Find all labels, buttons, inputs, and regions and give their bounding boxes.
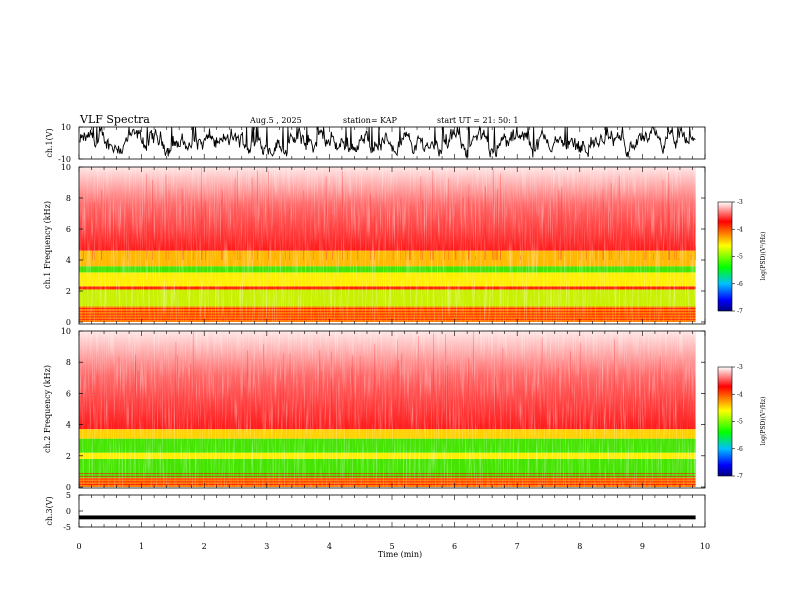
ch1-spectrogram-ytick-label: 2 [66, 287, 71, 296]
date-label: Aug.5 , 2025 [249, 116, 302, 125]
colorbar-tick-label: -3 [737, 199, 743, 206]
time-axis-label: Time (min) [378, 550, 422, 559]
ch1-spectrogram-ytick-label: 10 [61, 163, 71, 172]
start-time-label: start UT = 21: 50: 1 [437, 116, 518, 125]
time-axis-tick-label: 2 [202, 542, 207, 551]
time-axis-tick-label: 10 [700, 542, 710, 551]
colorbar-tick-label: -4 [737, 391, 743, 398]
colorbar-tick-label: -6 [737, 281, 743, 288]
ch1-waveform-yticks: 10 -10 [58, 123, 83, 164]
ch2-spectrogram-ytick-label: 0 [66, 483, 71, 492]
time-axis-tick-labels: 0 1 2 3 4 5 6 7 8 9 10 [76, 542, 710, 551]
ch2-spectrogram-ytick-label: 8 [66, 358, 71, 367]
ch1-spectrogram-image [79, 167, 696, 322]
colorbar-tick-label: -4 [737, 226, 743, 233]
time-axis-tick-label: 1 [139, 542, 144, 551]
ch3-waveform-ytick-label: -5 [63, 523, 71, 532]
ch1-spectrogram-ytick-label: 4 [66, 256, 71, 265]
ch1-waveform-series [79, 125, 696, 158]
spectrogram-noise [79, 167, 696, 322]
ch1-waveform-ytick-label: 10 [61, 123, 71, 132]
time-axis-tick-label: 0 [76, 542, 81, 551]
ch3-waveform-ytick-label: 5 [66, 491, 71, 500]
colorbar-2: -3 -4 -5 -6 -7 log(PSD)(V²/Hz) [717, 364, 767, 480]
ch3-waveform-series [79, 515, 696, 520]
station-label: station= KAP [343, 116, 398, 125]
ch1-waveform-ytick-label: -10 [58, 155, 71, 164]
ch1-waveform-ylabel: ch.1(V) [45, 128, 54, 157]
colorbar-2-label: log(PSD)(V²/Hz) [760, 397, 767, 446]
ch3-waveform-panel: 5 0 -5 ch.3(V) [45, 491, 706, 532]
ch1-spectrogram-yticks: 0 2 4 6 8 10 [61, 163, 705, 327]
time-axis-tick-label: 7 [515, 542, 520, 551]
colorbar-1-ticks: -3 -4 -5 -6 -7 [732, 199, 743, 315]
ch1-spectrogram-ytick-label: 0 [66, 318, 71, 327]
spectrogram-noise [79, 331, 696, 487]
time-axis-tick-label: 6 [452, 542, 457, 551]
colorbar-2-scale [717, 366, 733, 477]
ch2-spectrogram-yticks: 0 2 4 6 8 10 [61, 327, 705, 492]
colorbar-2-ticks: -3 -4 -5 -6 -7 [732, 364, 743, 480]
ch1-waveform-panel: 10 -10 ch.1(V) [45, 123, 706, 164]
colorbar-tick-label: -3 [737, 364, 743, 371]
ch2-spectrogram-panel: 0 2 4 6 8 10 ch.2 Frequency (kHz) [43, 327, 706, 492]
ch1-spectrogram-ytick-label: 6 [66, 225, 71, 234]
ch2-spectrogram-ytick-label: 6 [66, 389, 71, 398]
ch3-waveform-yticks: 5 0 -5 [63, 491, 83, 532]
time-axis-tick-label: 8 [577, 542, 582, 551]
colorbar-tick-label: -5 [737, 419, 743, 426]
colorbar-1-scale [717, 201, 733, 312]
colorbar-tick-label: -7 [737, 308, 743, 315]
ch1-spectrogram-gap [79, 322, 693, 324]
colorbar-tick-label: -6 [737, 446, 743, 453]
ch3-waveform-ytick-label: 0 [66, 507, 71, 516]
colorbar-tick-label: -7 [737, 473, 743, 480]
time-axis-ticks [78, 127, 706, 527]
time-axis-tick-label: 9 [640, 542, 645, 551]
ch2-spectrogram-ytick-label: 2 [66, 452, 71, 461]
time-axis-tick-label: 4 [327, 542, 332, 551]
colorbar-1-label: log(PSD)(V²/Hz) [760, 232, 767, 281]
ch2-spectrogram-image [79, 331, 696, 487]
ch2-spectrogram-ytick-label: 4 [66, 421, 71, 430]
colorbar-tick-label: -5 [737, 254, 743, 261]
ch2-spectrogram-ylabel: ch.2 Frequency (kHz) [43, 365, 52, 453]
figure-title: VLF Spectra [79, 113, 150, 126]
ch3-waveform-ylabel: ch.3(V) [45, 496, 54, 525]
ch1-spectrogram-panel: 0 2 4 6 8 10 ch.1 Frequency (kHz) [43, 163, 706, 327]
time-axis-tick-label: 5 [389, 542, 394, 551]
ch1-spectrogram-ylabel: ch.1 Frequency (kHz) [43, 201, 52, 289]
ch2-spectrogram-ytick-label: 10 [61, 327, 71, 336]
time-axis-tick-label: 3 [264, 542, 269, 551]
colorbar-1: -3 -4 -5 -6 -7 log(PSD)(V²/Hz) [717, 199, 767, 315]
ch1-spectrogram-ytick-label: 8 [66, 194, 71, 203]
ch2-spectrogram-gap [79, 487, 693, 488]
